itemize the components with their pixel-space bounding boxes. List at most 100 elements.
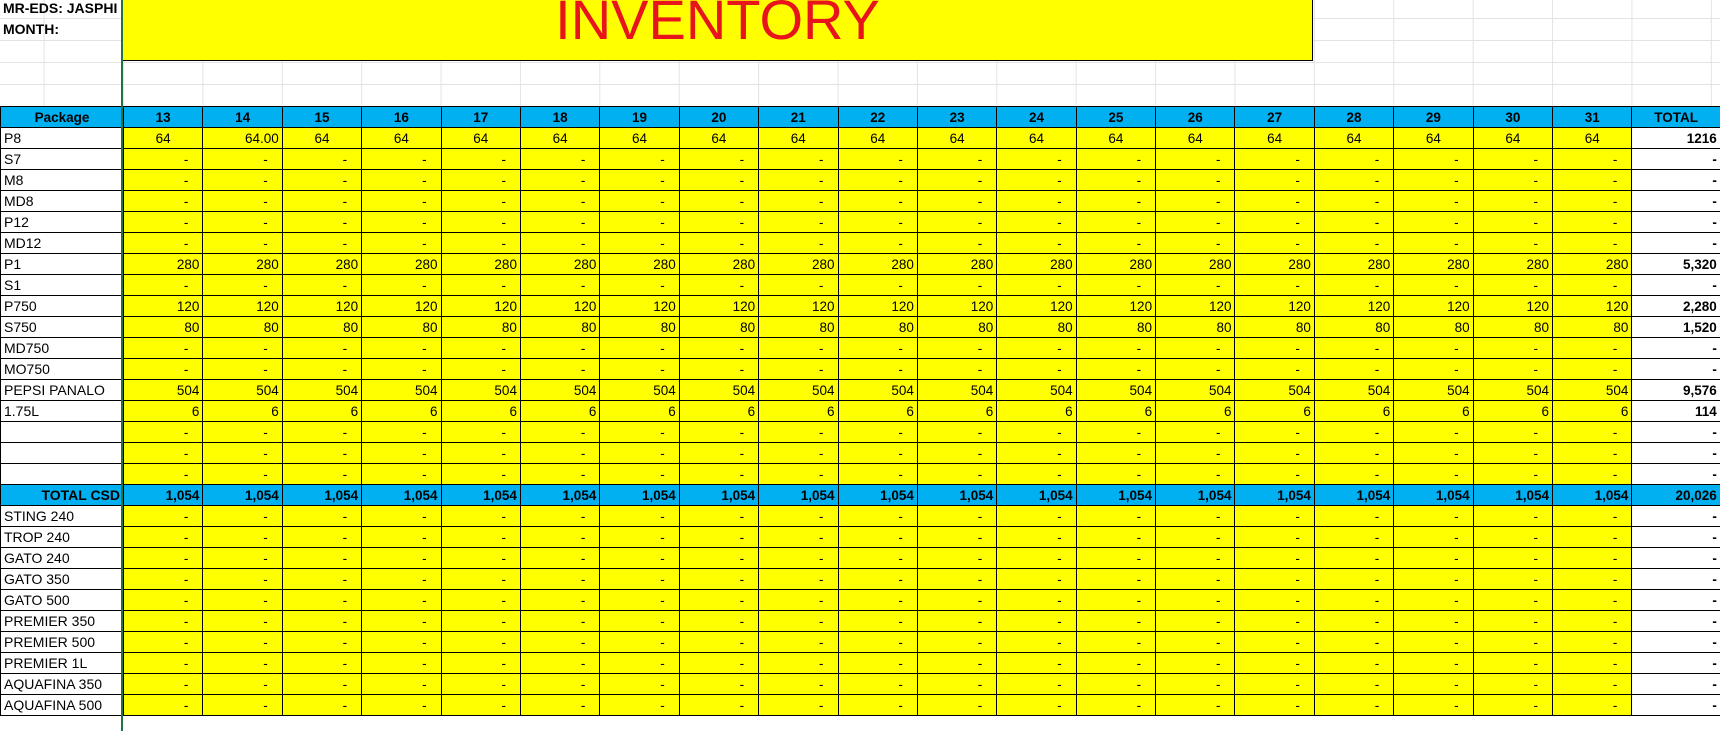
cell: -	[361, 505, 442, 527]
cell: -	[996, 505, 1077, 527]
cell: -	[678, 442, 760, 464]
cell: -	[281, 337, 363, 359]
cell: -	[1075, 211, 1157, 233]
cell: -	[1393, 463, 1474, 485]
cell: -	[281, 568, 363, 590]
cell: -	[916, 463, 998, 485]
cell: -	[1552, 169, 1633, 191]
cell: -	[599, 190, 680, 212]
cell: -	[678, 232, 760, 254]
mr-eds-label: MR-EDS: JASPHI	[3, 0, 118, 16]
cell: -	[916, 526, 998, 548]
cell: 280	[1075, 253, 1157, 275]
cell: -	[1155, 610, 1236, 632]
data-row: MD8- - - - - - - - - - - - - - - - - - - -	[0, 190, 1720, 212]
cell: 80	[361, 316, 442, 338]
row-label: AQUAFINA 350	[0, 673, 124, 695]
cell: -	[1393, 274, 1474, 296]
cell: -	[519, 211, 601, 233]
cell: -	[678, 610, 760, 632]
cell: 280	[519, 253, 601, 275]
cell: -	[519, 358, 601, 380]
data-row: PREMIER 350- - - - - - - - - - - - - - - - - - - -	[0, 610, 1720, 632]
row-label: M8	[0, 169, 124, 191]
cell: -	[996, 694, 1077, 716]
cell: -	[1155, 505, 1236, 527]
cell: 280	[678, 253, 760, 275]
cell: -	[1234, 505, 1315, 527]
cell: -	[837, 358, 918, 380]
cell: -	[599, 631, 680, 653]
cell: -	[916, 148, 998, 170]
cell: -	[440, 526, 521, 548]
cell: -	[758, 547, 839, 569]
cell: 120	[1313, 295, 1395, 317]
cell: -	[837, 505, 918, 527]
cell: -	[281, 211, 363, 233]
cell: -	[202, 358, 283, 380]
cell: 64	[1393, 127, 1474, 149]
cell: -	[599, 694, 680, 716]
cell: -	[1155, 463, 1236, 485]
column-header: 14	[202, 106, 283, 128]
cell: -	[758, 442, 839, 464]
cell: -	[440, 442, 521, 464]
cell: 80	[996, 316, 1077, 338]
cell: -	[1155, 169, 1236, 191]
cell: -	[361, 610, 442, 632]
cell: -	[916, 190, 998, 212]
cell: -	[1313, 568, 1395, 590]
cell: -	[440, 610, 521, 632]
data-row: P750 120 120 120 120 120 120 120 120 120 120 120 120…	[0, 295, 1720, 317]
cell: 80	[281, 316, 363, 338]
cell: -	[1075, 232, 1157, 254]
cell: -	[758, 631, 839, 653]
cell: -	[1313, 421, 1395, 443]
cell: -	[996, 610, 1077, 632]
cell: -	[202, 421, 283, 443]
column-header: 31	[1552, 106, 1633, 128]
cell: -	[1472, 610, 1554, 632]
cell: -	[1472, 631, 1554, 653]
cell: -	[1075, 568, 1157, 590]
cell: -	[281, 589, 363, 611]
month-label: MONTH:	[3, 21, 59, 37]
cell: 504	[1234, 379, 1315, 401]
cell: 504	[202, 379, 283, 401]
cell: -	[1234, 190, 1315, 212]
row-label: MD8	[0, 190, 124, 212]
cell: -	[996, 337, 1077, 359]
cell: -	[996, 358, 1077, 380]
cell: -	[202, 610, 283, 632]
cell: -	[1472, 526, 1554, 548]
cell: -	[996, 463, 1077, 485]
cell: -	[202, 505, 283, 527]
row-label: GATO 500	[0, 589, 124, 611]
cell: -	[678, 463, 760, 485]
cell: -	[440, 274, 521, 296]
cell: -	[440, 694, 521, 716]
column-header: 20	[678, 106, 760, 128]
cell: -	[1234, 589, 1315, 611]
cell: -	[440, 589, 521, 611]
cell: -	[519, 274, 601, 296]
column-header: 24	[996, 106, 1077, 128]
cell: 64	[281, 127, 363, 149]
data-row: 1.75L 6 6 6 6 6 6 6 6 6 6 6 6 6 6 6 6 6 6 6 114	[0, 400, 1720, 422]
cell: -	[1234, 274, 1315, 296]
cell: -	[1155, 673, 1236, 695]
cell: -	[599, 421, 680, 443]
cell: -	[1472, 568, 1554, 590]
cell: -	[361, 463, 442, 485]
cell: -	[599, 568, 680, 590]
cell: -	[837, 568, 918, 590]
column-header: 13	[122, 106, 204, 128]
cell: -	[122, 169, 204, 191]
cell: 80	[678, 316, 760, 338]
cell: 6	[1155, 400, 1236, 422]
cell: -	[281, 673, 363, 695]
cell: -	[996, 631, 1077, 653]
cell: -	[1234, 631, 1315, 653]
row-label: MO750	[0, 358, 124, 380]
title-box: INVENTORY	[123, 0, 1313, 61]
